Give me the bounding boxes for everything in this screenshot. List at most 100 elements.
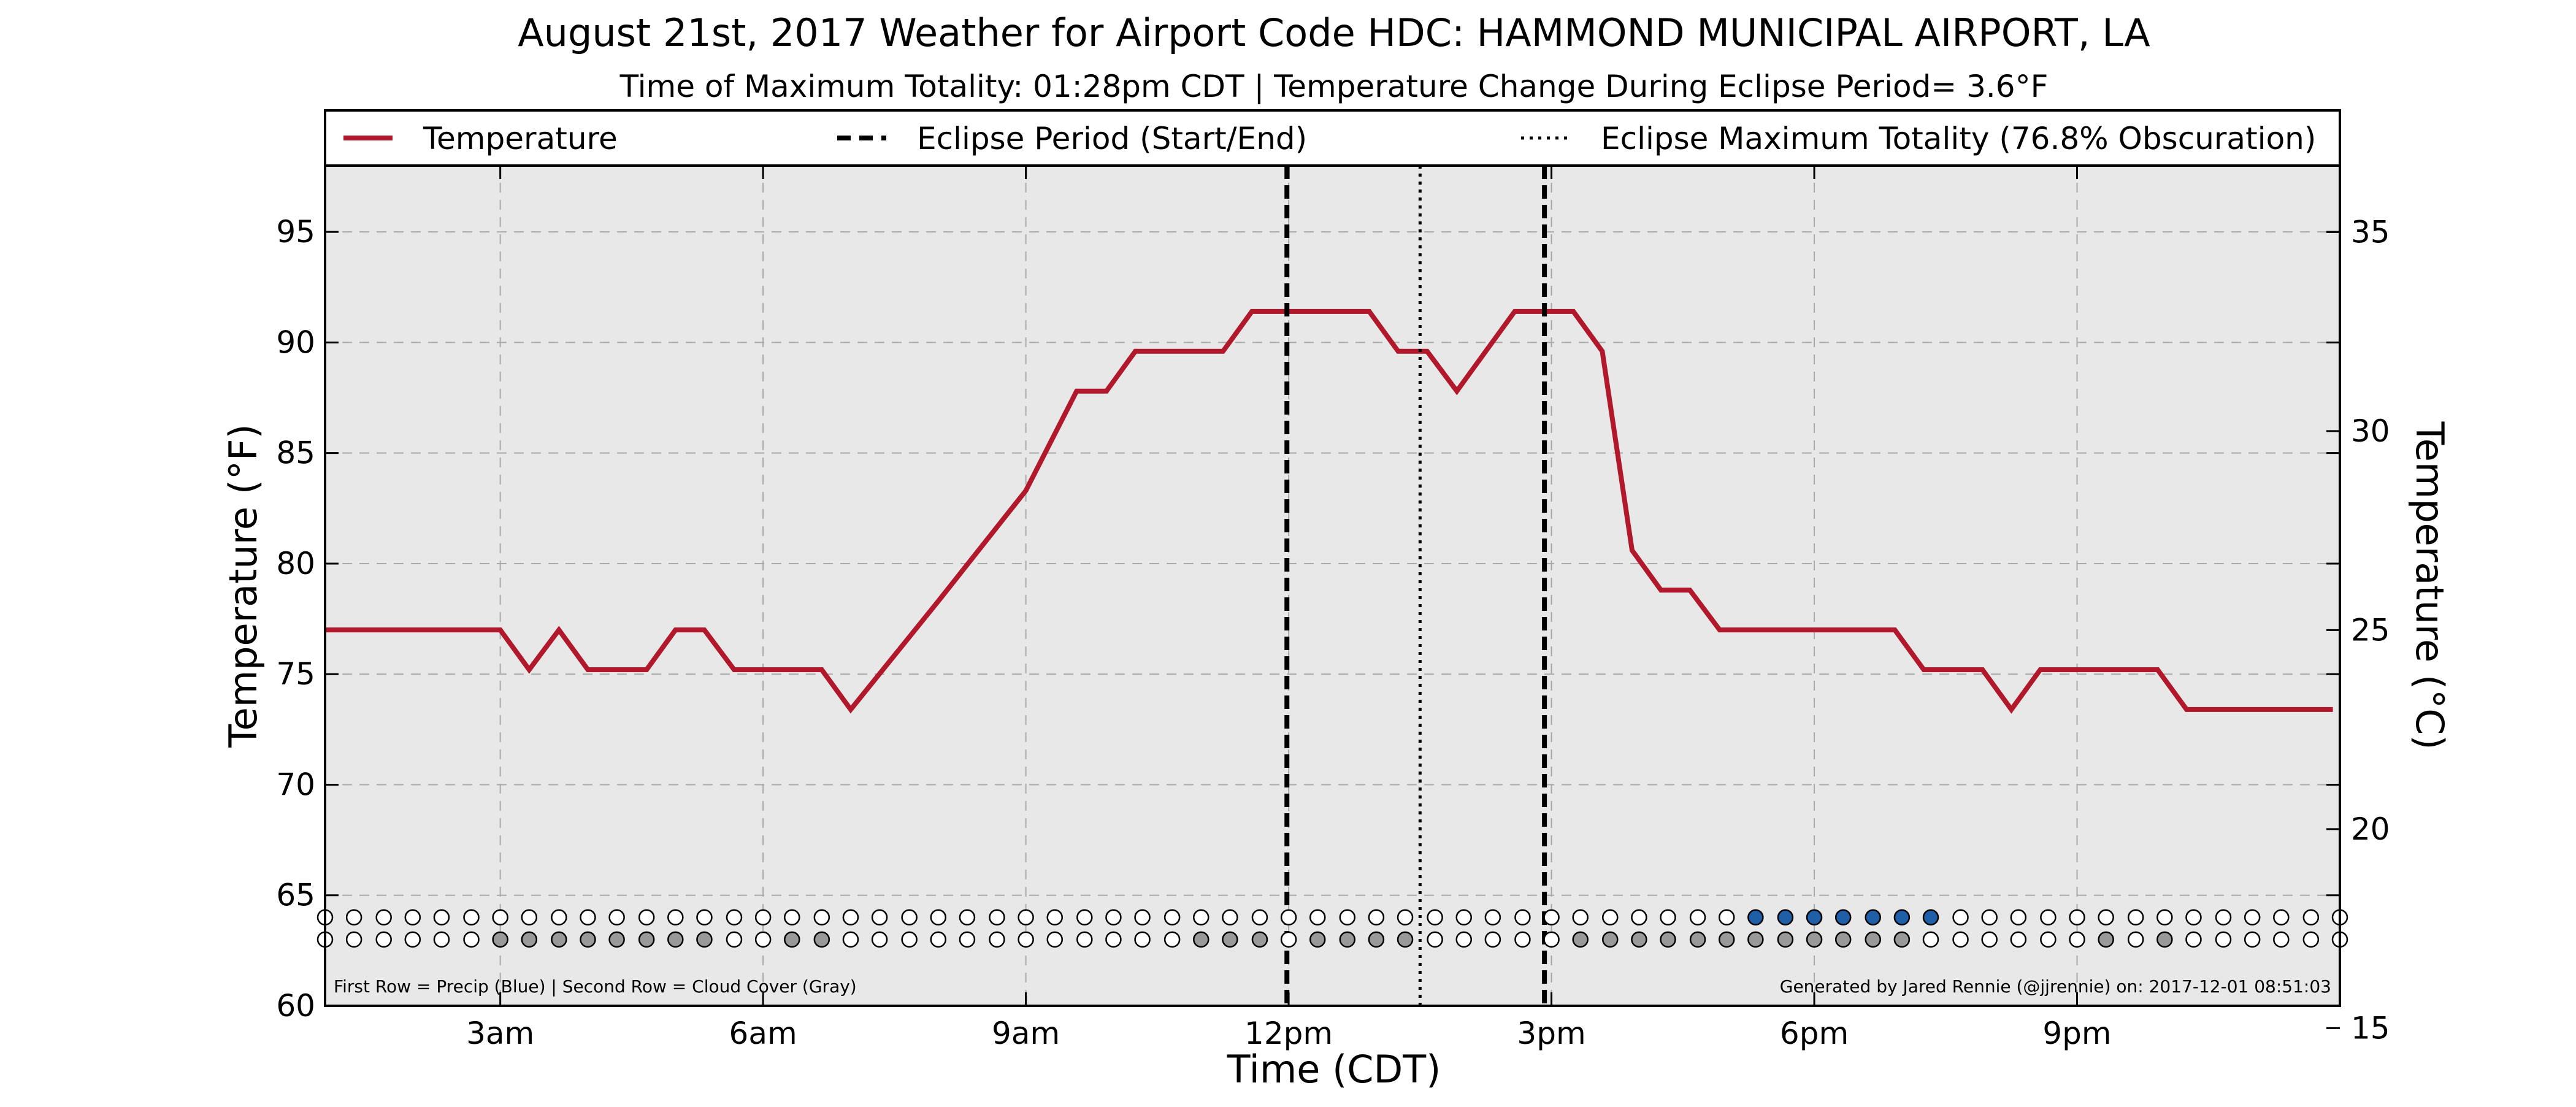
precip-marker <box>1397 909 1414 926</box>
precip-marker <box>375 909 392 926</box>
precip-marker <box>1163 909 1181 926</box>
cloud-marker <box>1046 931 1063 948</box>
cloud-marker <box>1922 931 1939 948</box>
cloud-marker <box>1368 931 1385 948</box>
precip-marker <box>2302 909 2320 926</box>
cloud-marker <box>930 931 947 948</box>
x-tick-label: 3pm <box>1517 1016 1585 1051</box>
legend-label-eclipse-period: Eclipse Period (Start/End) <box>917 121 1307 156</box>
x-tick-label: 6pm <box>1780 1016 1849 1051</box>
credit-note: Generated by Jared Rennie (@jjrennie) on… <box>1780 976 2331 997</box>
cloud-marker <box>2185 931 2202 948</box>
rows-note: First Row = Precip (Blue) | Second Row =… <box>334 976 857 997</box>
y-tick-label-left: 90 <box>276 324 315 360</box>
cloud-marker <box>1397 931 1414 948</box>
y-tick-label-left: 70 <box>276 767 315 802</box>
precip-marker <box>1222 909 1238 926</box>
cloud-marker <box>1777 931 1794 948</box>
cloud-marker <box>375 931 392 948</box>
cloud-marker <box>1952 931 1969 948</box>
precip-marker <box>1572 909 1589 926</box>
y-tick-label-left: 75 <box>276 656 315 692</box>
cloud-marker <box>2244 931 2261 948</box>
precip-marker <box>813 909 830 926</box>
precip-marker <box>1689 909 1706 926</box>
precip-marker <box>1718 909 1735 926</box>
precip-marker <box>1484 909 1501 926</box>
precip-marker <box>2010 909 2027 926</box>
precip-marker <box>2185 909 2202 926</box>
cloud-marker <box>1427 931 1443 948</box>
x-tick-label: 9am <box>992 1016 1060 1051</box>
precip-marker <box>1280 909 1297 926</box>
x-axis-label: Time (CDT) <box>1227 1047 1441 1092</box>
precip-marker <box>1514 909 1531 926</box>
cloud-marker <box>1514 931 1531 948</box>
cloud-marker <box>2040 931 2057 948</box>
cloud-marker <box>959 931 976 948</box>
y-axis-label-right: Temperature (°C) <box>2407 421 2452 749</box>
precip-marker <box>1631 909 1647 926</box>
cloud-marker <box>813 931 830 948</box>
cloud-marker <box>1163 931 1181 948</box>
cloud-marker <box>492 931 508 948</box>
cloud-marker <box>404 931 421 948</box>
legend-label-eclipse-max: Eclipse Maximum Totality (76.8% Obscurat… <box>1601 121 2316 156</box>
precip-marker <box>1834 909 1852 926</box>
cloud-marker <box>1222 931 1238 948</box>
precip-marker <box>989 909 1005 926</box>
y-tick-label-right: 20 <box>2351 811 2390 847</box>
precip-marker <box>2098 909 2114 926</box>
cloud-marker <box>1134 931 1151 948</box>
precip-marker <box>1777 909 1794 926</box>
y-tick-label-left: 95 <box>276 214 315 250</box>
cloud-marker <box>2098 931 2114 948</box>
cloud-marker <box>754 931 772 948</box>
series-line-temperature <box>325 308 2333 714</box>
precip-marker <box>1602 909 1619 926</box>
cloud-marker <box>1660 931 1676 948</box>
precip-marker <box>2244 909 2261 926</box>
precip-marker <box>1893 909 1911 926</box>
precip-marker <box>1952 909 1969 926</box>
precip-marker <box>345 909 362 926</box>
cloud-marker <box>2273 931 2290 948</box>
precip-marker <box>404 909 421 926</box>
chart-title: August 21st, 2017 Weather for Airport Co… <box>518 10 2150 55</box>
precip-marker <box>2069 909 2085 926</box>
y-tick-label-right: 25 <box>2351 612 2390 648</box>
precip-marker <box>1368 909 1385 926</box>
precip-marker <box>1922 909 1939 926</box>
precip-marker <box>2273 909 2290 926</box>
precip-marker <box>433 909 450 926</box>
precip-marker <box>1339 909 1356 926</box>
precip-marker <box>754 909 772 926</box>
cloud-marker <box>1543 931 1560 948</box>
cloud-marker <box>1018 931 1034 948</box>
cloud-marker <box>871 931 888 948</box>
y-tick-label-right: 35 <box>2351 214 2390 250</box>
precip-marker <box>930 909 947 926</box>
cloud-marker <box>638 931 655 948</box>
precip-marker <box>2215 909 2232 926</box>
precip-marker <box>580 909 596 926</box>
y-tick-label-right: 30 <box>2351 413 2390 449</box>
precip-marker <box>842 909 859 926</box>
plot-frame <box>324 164 2341 1007</box>
cloud-marker <box>1455 931 1472 948</box>
x-tick-label: 12pm <box>1244 1016 1333 1051</box>
cloud-marker <box>1893 931 1911 948</box>
precip-marker <box>551 909 567 926</box>
y-tick-label-left: 85 <box>276 435 315 471</box>
precip-marker <box>1046 909 1063 926</box>
cloud-marker <box>901 931 918 948</box>
x-tick-label: 6am <box>729 1016 797 1051</box>
cloud-marker <box>1339 931 1356 948</box>
precip-marker <box>463 909 480 926</box>
cloud-marker <box>433 931 450 948</box>
y-axis-label-left: Temperature (°F) <box>221 424 266 748</box>
cloud-marker <box>345 931 362 948</box>
cloud-marker <box>1747 931 1764 948</box>
precip-marker <box>2156 909 2173 926</box>
